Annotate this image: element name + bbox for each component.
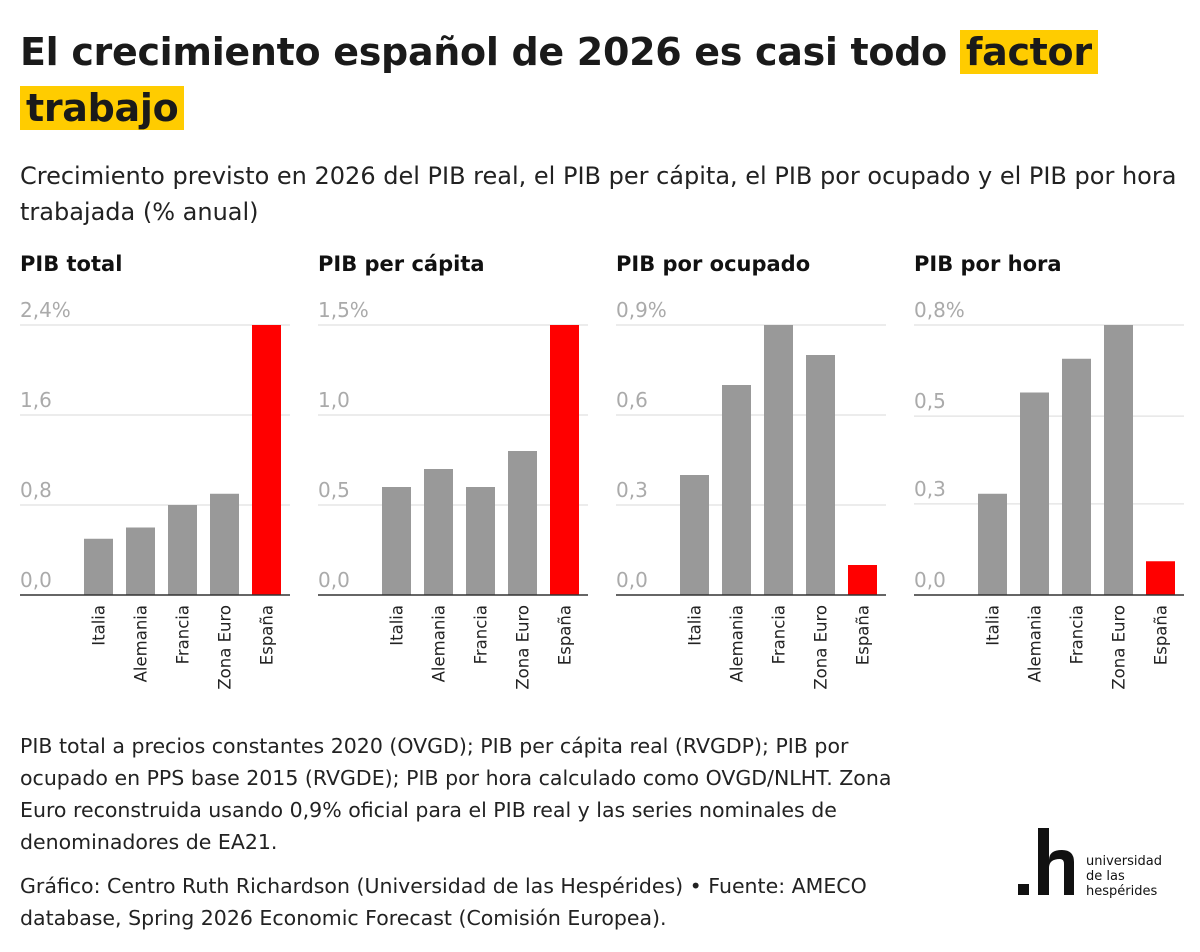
x-category-label: España: [1152, 605, 1171, 665]
y-tick-label: 0,3: [914, 477, 946, 501]
y-tick-label: 0,8: [20, 478, 52, 502]
chart-title: El crecimiento español de 2026 es casi t…: [20, 24, 1180, 136]
bar-zona-euro: [1104, 325, 1133, 595]
y-tick-label: 0,5: [318, 478, 350, 502]
bar-españa: [550, 325, 579, 595]
bar-zona-euro: [508, 451, 537, 595]
x-category-label: Alemania: [132, 605, 151, 682]
y-tick-label: 1,5%: [318, 298, 369, 322]
bar-francia: [466, 487, 495, 595]
x-category-label: Zona Euro: [514, 605, 533, 690]
panel-title-pib-por-hora: PIB por hora: [914, 252, 1062, 276]
title-highlight-1: factor: [959, 30, 1098, 74]
y-tick-label: 0,9%: [616, 298, 667, 322]
x-category-label: Francia: [174, 605, 193, 664]
bar-zona-euro: [210, 493, 239, 595]
bar-italia: [84, 538, 113, 595]
x-category-label: España: [854, 605, 873, 665]
chart-subtitle: Crecimiento previsto en 2026 del PIB rea…: [20, 162, 1177, 226]
y-tick-label: 0,0: [914, 568, 946, 592]
x-category-label: Italia: [686, 605, 705, 646]
bar-italia: [382, 487, 411, 595]
y-tick-label: 0,5: [914, 389, 946, 413]
bar-alemania: [424, 469, 453, 595]
panel-title-pib-per-capita: PIB per cápita: [318, 252, 485, 276]
x-category-label: Zona Euro: [812, 605, 831, 690]
y-tick-label: 1,6: [20, 388, 52, 412]
y-tick-label: 1,0: [318, 388, 350, 412]
y-tick-label: 0,0: [20, 568, 52, 592]
small-multiples-bar-charts: 0,0 0,8 1,6 2,4% Italia Alemania Francia Zona E…: [20, 298, 1184, 690]
x-category-label: Francia: [1068, 605, 1087, 664]
x-category-label: Zona Euro: [1110, 605, 1129, 690]
x-category-label: Alemania: [1026, 605, 1045, 682]
x-category-label: España: [556, 605, 575, 665]
x-category-label: España: [258, 605, 277, 665]
y-tick-label: 0,0: [616, 568, 648, 592]
bar-francia: [764, 325, 793, 595]
bar-españa: [848, 565, 877, 595]
x-category-label: Italia: [388, 605, 407, 646]
title-main: El crecimiento español de 2026 es casi t…: [20, 30, 947, 74]
x-category-label: Italia: [984, 605, 1003, 646]
bar-francia: [168, 505, 197, 595]
x-category-label: Zona Euro: [216, 605, 235, 690]
x-category-label: Alemania: [728, 605, 747, 682]
title-highlight-2: trabajo: [20, 86, 185, 130]
y-tick-label: 2,4%: [20, 298, 71, 322]
logo-line-2: de las: [1086, 869, 1125, 884]
bar-alemania: [722, 385, 751, 595]
x-category-label: Italia: [90, 605, 109, 646]
x-category-label: Francia: [770, 605, 789, 664]
y-tick-label: 0,8%: [914, 298, 965, 322]
x-category-label: Francia: [472, 605, 491, 664]
bar-españa: [252, 325, 281, 595]
source-credit: Gráfico: Centro Ruth Richardson (Univers…: [20, 874, 867, 930]
x-category-label: Alemania: [430, 605, 449, 682]
bar-alemania: [126, 527, 155, 595]
panel-title-pib-por-ocupado: PIB por ocupado: [616, 252, 811, 276]
bar-zona-euro: [806, 355, 835, 595]
logo-mark-icon: [1018, 828, 1074, 895]
university-logo: universidad de las hespérides: [1014, 826, 1184, 906]
bar-alemania: [1020, 392, 1049, 595]
bar-italia: [680, 475, 709, 595]
logo-line-1: universidad: [1086, 854, 1162, 869]
logo-line-3: hespérides: [1086, 884, 1158, 899]
y-tick-label: 0,0: [318, 568, 350, 592]
panel-title-pib-total: PIB total: [20, 252, 123, 276]
y-tick-label: 0,6: [616, 388, 648, 412]
y-tick-label: 0,3: [616, 478, 648, 502]
bar-españa: [1146, 561, 1175, 595]
bar-italia: [978, 493, 1007, 595]
methodology-note: PIB total a precios constantes 2020 (OVG…: [20, 734, 892, 854]
bar-francia: [1062, 358, 1091, 595]
